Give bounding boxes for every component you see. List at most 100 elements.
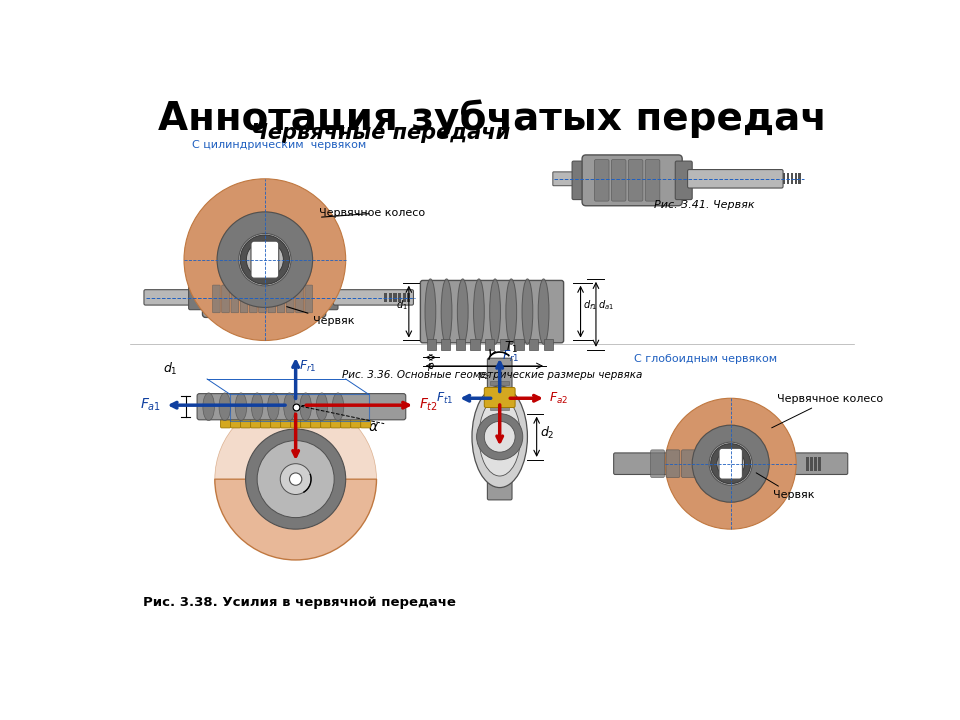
Text: $F_{r2}$: $F_{r2}$ [502, 433, 519, 449]
Ellipse shape [479, 397, 520, 476]
Bar [795, 174, 797, 184]
Text: $d_{f1}$: $d_{f1}$ [583, 298, 597, 312]
Bar [814, 456, 817, 471]
Wedge shape [476, 414, 523, 460]
FancyBboxPatch shape [719, 449, 742, 479]
FancyBboxPatch shape [594, 160, 609, 201]
Bar [491, 399, 509, 404]
FancyBboxPatch shape [258, 285, 266, 312]
Text: Червяк: Червяк [756, 473, 814, 500]
Text: $F_{r1}$: $F_{r1}$ [502, 348, 519, 364]
Bar [810, 456, 813, 471]
FancyBboxPatch shape [260, 412, 271, 428]
Circle shape [709, 442, 753, 485]
FancyBboxPatch shape [572, 161, 589, 199]
Ellipse shape [235, 393, 247, 420]
Bar [389, 293, 392, 302]
Text: α: α [369, 420, 378, 434]
FancyBboxPatch shape [341, 412, 350, 428]
FancyBboxPatch shape [300, 412, 311, 428]
Text: $T_2$: $T_2$ [305, 481, 318, 495]
FancyBboxPatch shape [420, 280, 564, 343]
FancyBboxPatch shape [222, 285, 229, 312]
FancyBboxPatch shape [666, 450, 680, 477]
FancyBboxPatch shape [484, 387, 516, 408]
Ellipse shape [203, 393, 214, 420]
Bar [806, 456, 809, 471]
FancyBboxPatch shape [280, 412, 291, 428]
Circle shape [692, 426, 769, 503]
Bar [456, 339, 465, 350]
Text: $d_{a1}$: $d_{a1}$ [598, 298, 614, 312]
Text: $d_2$: $d_2$ [540, 425, 554, 441]
Bar [485, 339, 494, 350]
FancyBboxPatch shape [212, 285, 220, 312]
Text: $F_{t1}$: $F_{t1}$ [436, 391, 453, 406]
FancyBboxPatch shape [645, 160, 660, 201]
FancyBboxPatch shape [250, 285, 257, 312]
FancyBboxPatch shape [268, 285, 276, 312]
FancyBboxPatch shape [361, 412, 371, 428]
FancyBboxPatch shape [712, 450, 726, 477]
Wedge shape [665, 398, 796, 529]
Ellipse shape [473, 279, 484, 344]
Text: $F_{t2}$: $F_{t2}$ [419, 397, 438, 413]
Wedge shape [240, 235, 290, 284]
Text: Рис. 3.41. Червяк: Рис. 3.41. Червяк [654, 200, 755, 210]
Bar [384, 293, 387, 302]
FancyBboxPatch shape [321, 412, 330, 428]
Bar [787, 174, 789, 184]
FancyBboxPatch shape [687, 169, 783, 188]
Ellipse shape [539, 279, 549, 344]
Bar [500, 339, 509, 350]
FancyBboxPatch shape [311, 412, 321, 428]
Ellipse shape [457, 279, 468, 344]
Wedge shape [184, 179, 346, 341]
Text: Червяк: Червяк [287, 307, 355, 326]
FancyBboxPatch shape [144, 289, 193, 305]
Ellipse shape [332, 393, 344, 420]
FancyBboxPatch shape [330, 412, 341, 428]
Text: Червячное колесо: Червячное колесо [772, 394, 883, 428]
Bar [491, 387, 509, 391]
Bar [491, 393, 509, 397]
Circle shape [239, 233, 291, 286]
FancyBboxPatch shape [305, 285, 313, 312]
FancyBboxPatch shape [240, 285, 248, 312]
Wedge shape [215, 479, 376, 560]
Ellipse shape [522, 279, 533, 344]
Bar [407, 293, 410, 302]
FancyBboxPatch shape [682, 450, 695, 477]
Text: С глобоидным червяком: С глобоидным червяком [635, 354, 778, 364]
Ellipse shape [506, 279, 516, 344]
Wedge shape [710, 444, 751, 484]
FancyBboxPatch shape [203, 280, 325, 318]
Bar [394, 293, 396, 302]
Circle shape [290, 473, 301, 485]
Bar [818, 456, 821, 471]
FancyBboxPatch shape [221, 412, 230, 428]
FancyBboxPatch shape [188, 284, 208, 310]
Wedge shape [215, 398, 376, 479]
Text: $d_1$: $d_1$ [163, 361, 178, 377]
FancyBboxPatch shape [488, 359, 512, 500]
Text: $p_z$: $p_z$ [478, 370, 491, 382]
Text: $F_{a2}$: $F_{a2}$ [549, 391, 568, 406]
Bar [515, 339, 523, 350]
Ellipse shape [490, 279, 500, 344]
FancyBboxPatch shape [612, 160, 626, 201]
Bar [799, 174, 801, 184]
FancyBboxPatch shape [241, 412, 251, 428]
FancyBboxPatch shape [651, 450, 664, 477]
Bar [491, 381, 509, 385]
Ellipse shape [472, 386, 527, 487]
FancyBboxPatch shape [286, 285, 294, 312]
FancyBboxPatch shape [277, 285, 285, 312]
Bar [442, 339, 450, 350]
Bar [398, 293, 401, 302]
FancyBboxPatch shape [251, 241, 278, 278]
Bar [470, 339, 480, 350]
Text: $F_{r1}$: $F_{r1}$ [299, 359, 316, 374]
Text: Рис. 3.38. Усилия в червячной передаче: Рис. 3.38. Усилия в червячной передаче [143, 596, 456, 609]
Ellipse shape [425, 279, 436, 344]
